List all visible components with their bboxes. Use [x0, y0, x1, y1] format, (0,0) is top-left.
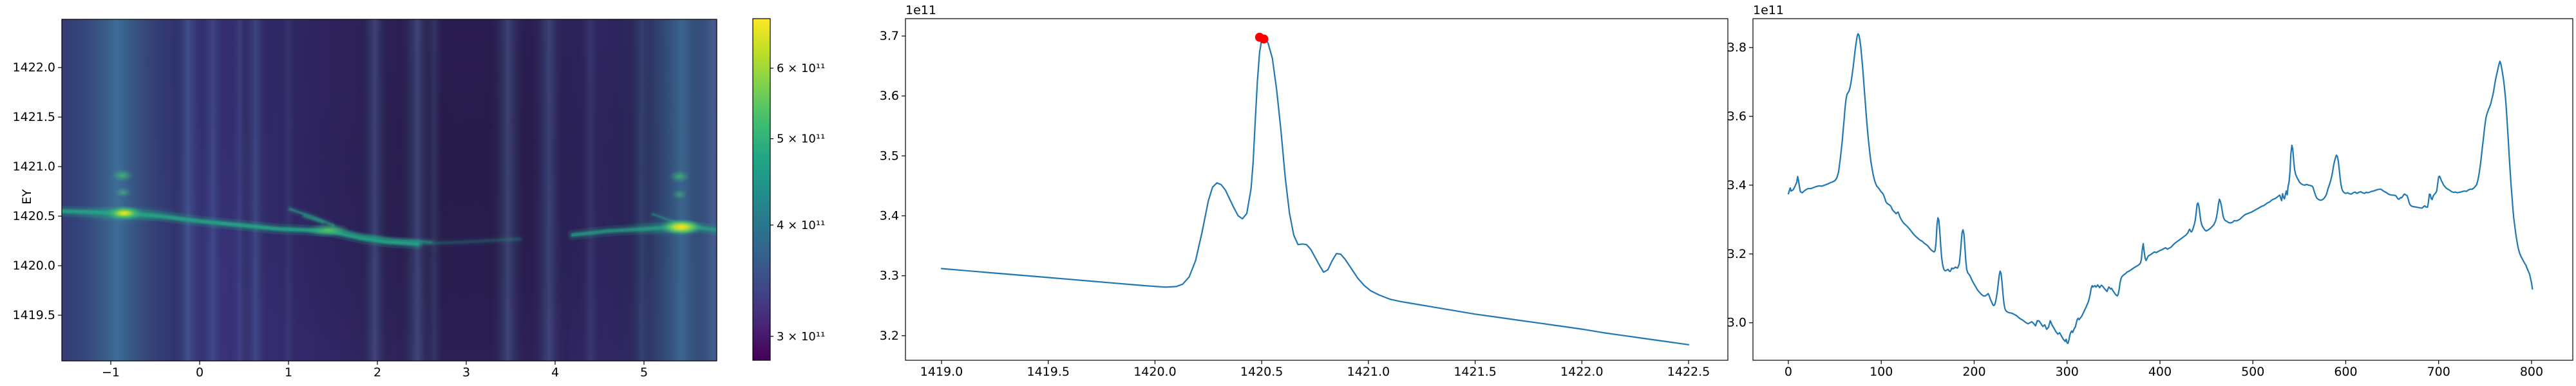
x-tick-label: −1 [102, 365, 120, 380]
x-tick-label: 400 [2148, 365, 2172, 379]
colorbar-tick-label: 5 × 10¹¹ [777, 133, 825, 146]
y-tick-label: 1421.0 [13, 160, 55, 174]
y-tick-label: 3.2 [1727, 247, 1747, 261]
axes-frame [61, 19, 717, 362]
middle-offset-label: 1e11 [905, 3, 936, 17]
colorbar-tick-label: 4 × 10¹¹ [777, 219, 825, 232]
x-tick-label: 3 [462, 365, 470, 380]
middle-plot: 1419.0 1419.5 1420.0 1420.5 1421.0 1421.5 1422… [880, 18, 1728, 379]
x-tick-label: 100 [1870, 365, 1893, 379]
x-tick-label: 1422.5 [1667, 365, 1710, 379]
y-tick-label: 3.4 [1727, 178, 1747, 192]
heatmap-ylabel: EY [19, 189, 34, 205]
axes-frame [905, 18, 1728, 361]
x-tick-label: 300 [2056, 365, 2079, 379]
right-plot-line [1787, 33, 2533, 344]
x-tick-label: 1422.0 [1560, 365, 1603, 379]
x-tick-label: 1421.0 [1347, 365, 1390, 379]
y-tick-label: 3.6 [880, 89, 899, 103]
y-tick-label: 3.5 [880, 149, 899, 163]
y-tick-label: 1419.5 [13, 308, 55, 322]
heatmap-image [62, 19, 717, 361]
x-tick-label: 1 [285, 365, 292, 380]
y-tick-label: 3.4 [880, 208, 899, 223]
colorbar-axis: 6 × 10¹¹ 5 × 10¹¹ 4 × 10¹¹ 3 × 10¹¹ [752, 18, 825, 361]
y-tick-label: 3.2 [880, 329, 899, 343]
x-tick-label: 0 [1785, 365, 1792, 379]
y-tick-label: 3.7 [880, 29, 899, 43]
y-tick-label: 3.0 [1727, 316, 1747, 330]
y-tick-label: 3.3 [880, 269, 899, 283]
y-tick-label: 1421.5 [13, 110, 55, 124]
peak-marker [1259, 34, 1269, 44]
x-tick-label: 1421.5 [1454, 365, 1496, 379]
axes-frame [1752, 18, 2573, 361]
x-tick-label: 1420.5 [1240, 365, 1283, 379]
x-tick-label: 0 [196, 365, 204, 380]
x-tick-label: 800 [2520, 365, 2543, 379]
colorbar-frame [752, 18, 771, 361]
right-plot: 0 100 200 300 400 500 600 700 800 3.0 3.2 3.4 3.6 3.8 [1727, 18, 2573, 379]
middle-plot-line [940, 36, 1690, 345]
x-tick-label: 600 [2334, 365, 2357, 379]
x-tick-label: 5 [640, 365, 648, 380]
x-tick-label: 1419.0 [920, 365, 963, 379]
heatmap-axes: −1 0 1 2 3 4 5 1422.0 1421.5 1421.0 1420.5 1420.0 14… [13, 19, 717, 380]
x-tick-label: 1419.5 [1027, 365, 1069, 379]
y-tick-label: 1420.5 [13, 209, 55, 223]
colorbar-tick-label: 6 × 10¹¹ [777, 62, 825, 75]
x-tick-label: 1420.0 [1133, 365, 1176, 379]
x-tick-label: 700 [2427, 365, 2450, 379]
colorbar-tick-label: 3 × 10¹¹ [777, 330, 825, 344]
y-tick-label: 3.6 [1727, 109, 1747, 124]
x-tick-label: 4 [551, 365, 559, 380]
y-tick-label: 3.8 [1727, 41, 1747, 55]
right-offset-label: 1e11 [1753, 3, 1784, 17]
x-tick-label: 200 [1962, 365, 1985, 379]
x-tick-label: 2 [374, 365, 381, 380]
x-tick-label: 500 [2241, 365, 2264, 379]
y-tick-label: 1420.0 [13, 259, 55, 273]
y-tick-label: 1422.0 [13, 60, 55, 75]
colorbar-gradient [753, 19, 770, 360]
